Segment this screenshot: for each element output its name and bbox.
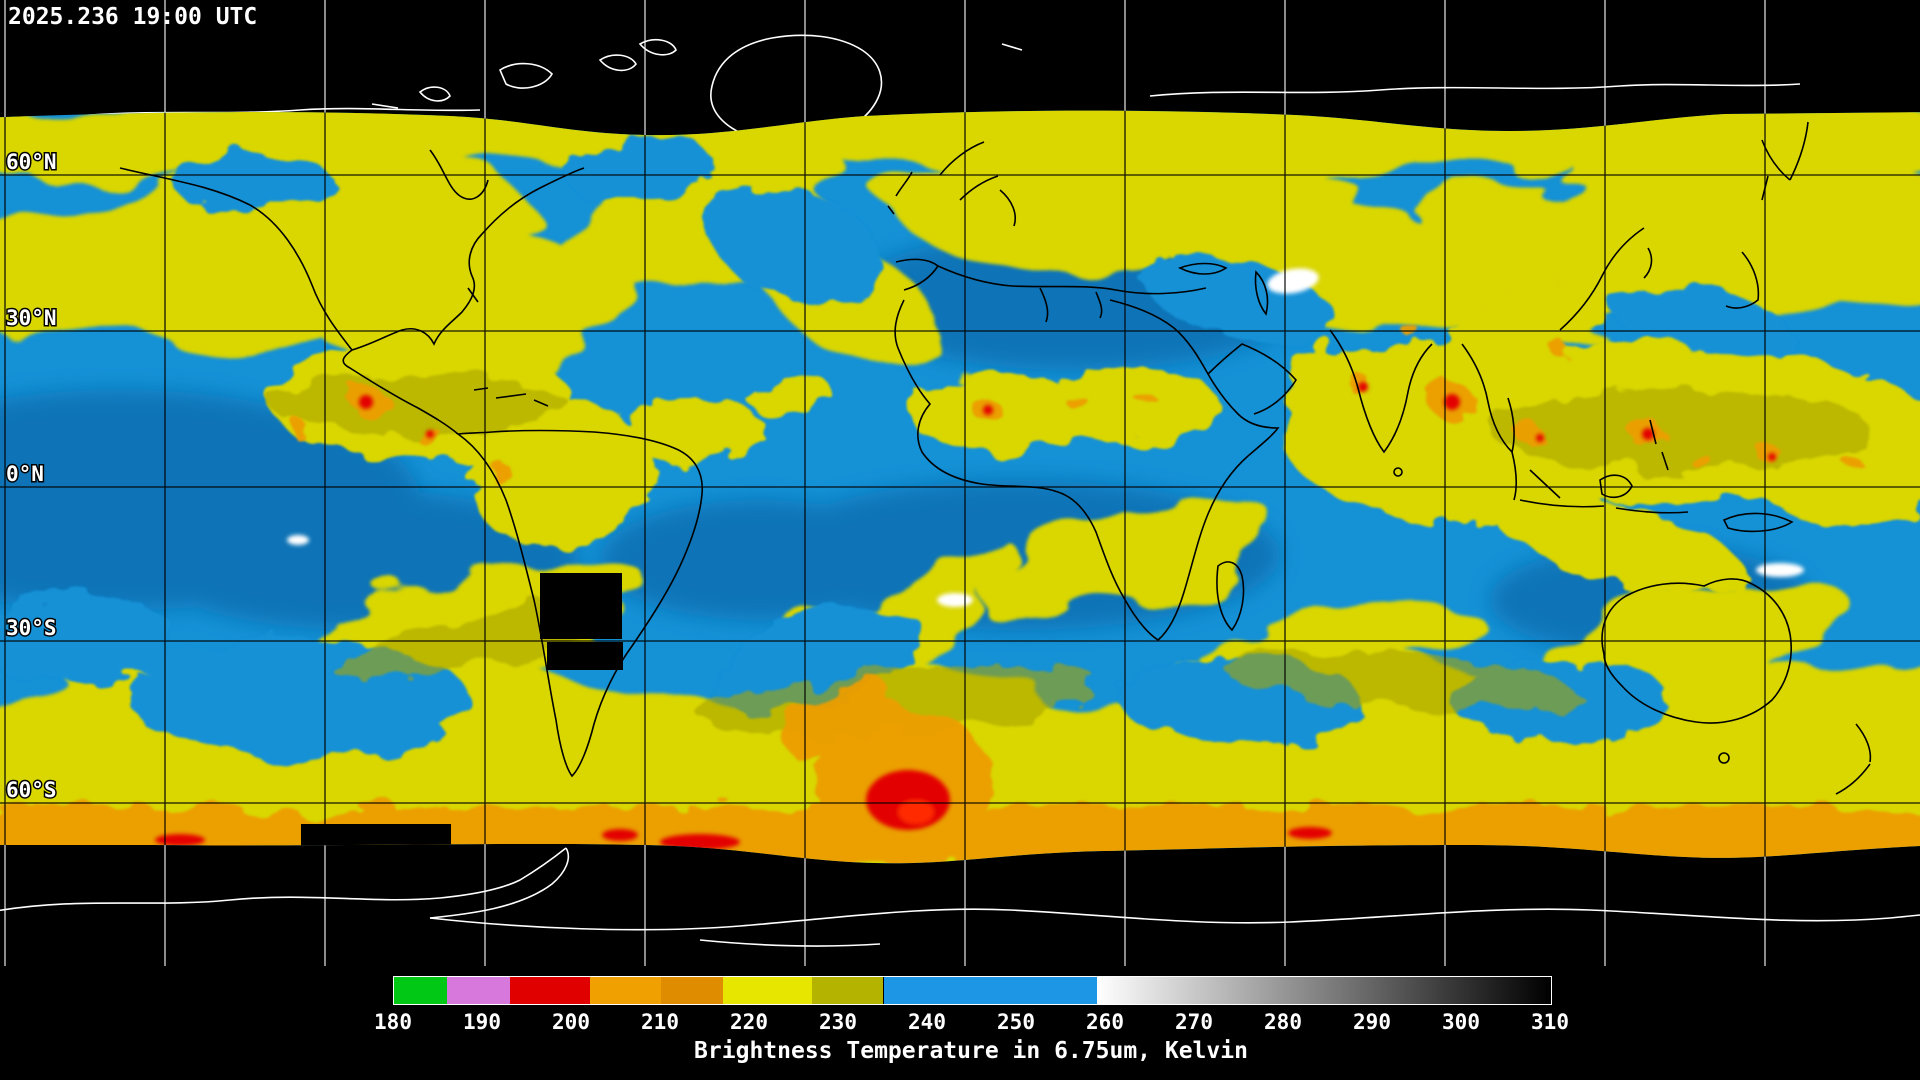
colorbar-tick-label: 190: [463, 1010, 501, 1034]
colorbar-tick-label: 220: [730, 1010, 768, 1034]
colorbar-segment: [812, 977, 884, 1004]
colorbar-segment: [394, 977, 448, 1004]
colorbar-tick-label: 200: [552, 1010, 590, 1034]
colorbar-tick-label: 270: [1175, 1010, 1213, 1034]
latitude-labels: 60°N 30°N 0°N 30°S 60°S: [5, 149, 59, 804]
colorbar-segment: [509, 977, 590, 1004]
coastlines: [119, 121, 1872, 795]
colorbar-caption: Brightness Temperature in 6.75um, Kelvin: [694, 1038, 1248, 1064]
legend: 180 190 200 210 220 230 240 250 260 270 280 290 300 3…: [0, 966, 1920, 1080]
colorbar-segment: [661, 977, 724, 1004]
colorbar-tick-label: 180: [374, 1010, 412, 1034]
colorbar-tick-label: 230: [819, 1010, 857, 1034]
colorbar-tick-label: 240: [908, 1010, 946, 1034]
lat-label-30s: 30°S: [6, 616, 57, 640]
colorbar-tick-label: 310: [1531, 1010, 1569, 1034]
graticule-data: [0, 110, 1920, 864]
timestamp: 2025.236 19:00 UTC: [8, 4, 257, 30]
colorbar-segment: [447, 977, 510, 1004]
satellite-image: 60°N 30°N 0°N 30°S 60°S 2025.236 19:00 U…: [0, 0, 1920, 966]
colorbar-segment: [589, 977, 661, 1004]
coldest-tops: [155, 382, 1776, 850]
colorbar-tick-label: 210: [641, 1010, 679, 1034]
water-vapor-field: [0, 110, 1920, 864]
dry-intrusions: [0, 138, 1789, 760]
colorbar-segment: [883, 977, 1098, 1004]
lat-label-60n: 60°N: [6, 150, 57, 174]
warm-surface-spots: [287, 268, 1804, 607]
colorbar-tick-label: 260: [1086, 1010, 1124, 1034]
colorbar-tick-label: 250: [997, 1010, 1035, 1034]
data-gap: [301, 573, 623, 860]
colorbar-tick-label: 280: [1264, 1010, 1302, 1034]
colorbar-segment: [723, 977, 813, 1004]
lat-label-30n: 30°N: [6, 306, 57, 330]
lat-label-60s: 60°S: [6, 778, 57, 802]
lat-label-0n: 0°N: [6, 462, 44, 486]
colorbar: [393, 976, 1552, 1005]
colorbar-tick-label: 290: [1353, 1010, 1391, 1034]
colorbar-segment: [1097, 977, 1551, 1004]
colorbar-tick-label: 300: [1442, 1010, 1480, 1034]
